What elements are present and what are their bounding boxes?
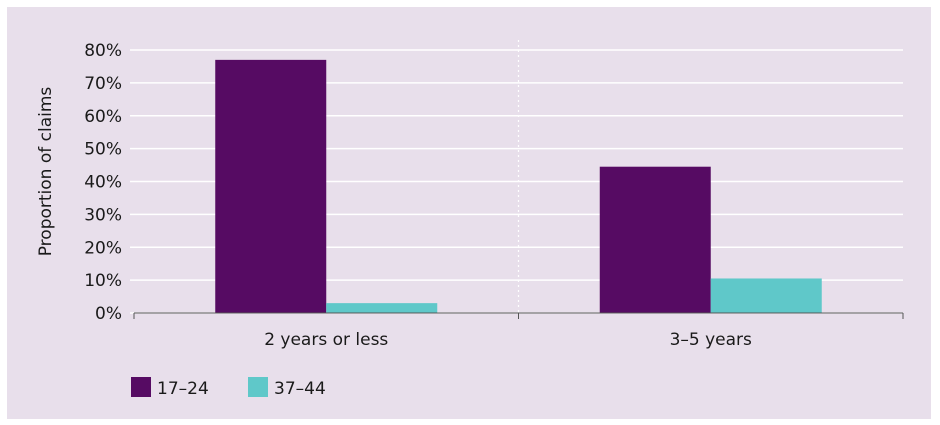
y-tick-label: 30% <box>84 205 122 225</box>
y-tick-label: 0% <box>95 304 122 324</box>
y-tick-label: 60% <box>84 107 122 127</box>
y-axis-ticks: 0% 10% 20% 30% 40% 50% 60% 70% 80% <box>84 41 122 324</box>
bar-age-17-24 <box>215 59 327 313</box>
legend-label: 37–44 <box>274 379 326 399</box>
legend: 17–24 37–44 <box>131 377 326 399</box>
y-tick-label: 40% <box>84 173 122 193</box>
legend-label: 17–24 <box>157 379 209 399</box>
bar-age-37-44 <box>326 303 438 313</box>
chart-panel <box>7 7 931 419</box>
y-tick-label: 10% <box>84 271 122 291</box>
bar-age-17-24 <box>599 166 711 313</box>
legend-swatch <box>131 377 151 397</box>
x-category-label: 3–5 years <box>670 330 752 350</box>
legend-swatch <box>248 377 268 397</box>
bar-age-37-44 <box>710 278 822 313</box>
x-category-label: 2 years or less <box>264 330 388 350</box>
bars <box>215 59 822 313</box>
y-tick-label: 20% <box>84 238 122 258</box>
y-tick-label: 70% <box>84 74 122 94</box>
y-tick-label: 50% <box>84 140 122 160</box>
x-axis: 2 years or less 3–5 years <box>133 312 904 350</box>
y-axis-title: Proportion of claims <box>36 87 56 257</box>
y-tick-label: 80% <box>84 41 122 61</box>
